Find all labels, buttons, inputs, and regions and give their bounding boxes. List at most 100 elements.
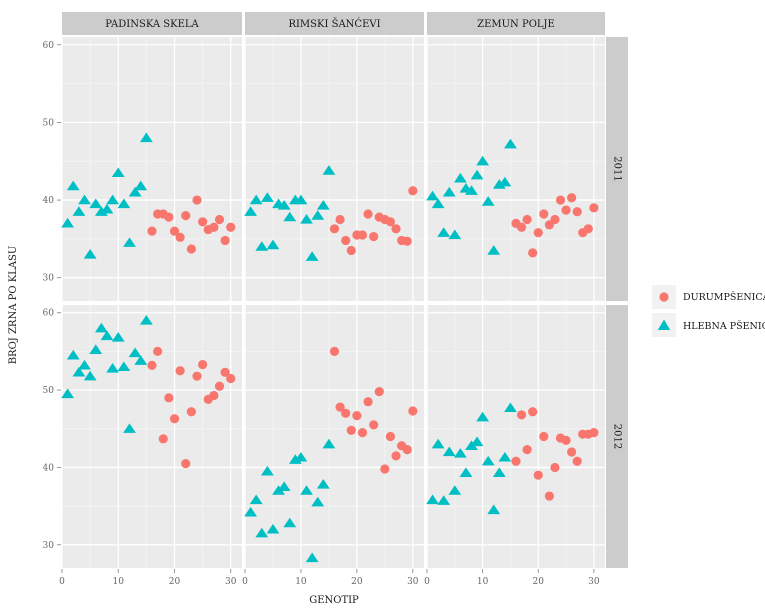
point-durum — [221, 236, 230, 245]
y-tick-label: 40 — [43, 196, 55, 206]
strip-label-padinska-skela: PADINSKA SKELA — [105, 19, 199, 30]
point-durum — [358, 428, 367, 437]
point-durum — [347, 246, 356, 255]
legend-label-hlebna: HLEBNA PŠENICA — [683, 320, 765, 332]
point-durum — [363, 397, 372, 406]
point-durum — [369, 420, 378, 429]
point-durum — [589, 203, 598, 212]
point-durum — [226, 223, 235, 232]
x-tick-label: 10 — [477, 577, 489, 587]
point-durum — [176, 233, 185, 242]
point-durum — [330, 224, 339, 233]
point-durum — [567, 193, 576, 202]
point-durum — [539, 432, 548, 441]
point-durum — [391, 224, 400, 233]
point-durum — [403, 237, 412, 246]
strip-label-zemun-polje: ZEMUN POLJE — [477, 19, 555, 30]
x-tick-label: 20 — [169, 577, 181, 587]
point-durum — [159, 434, 168, 443]
point-durum — [567, 447, 576, 456]
point-durum — [335, 215, 344, 224]
point-durum — [181, 211, 190, 220]
point-durum — [573, 457, 582, 466]
point-durum — [403, 445, 412, 454]
point-durum — [556, 195, 565, 204]
x-tick-label: 10 — [113, 577, 125, 587]
y-tick-label: 40 — [43, 463, 55, 473]
panel-background — [245, 37, 424, 301]
point-durum — [198, 217, 207, 226]
x-tick-label: 30 — [225, 577, 237, 587]
x-tick-label: 0 — [242, 577, 248, 587]
point-durum — [408, 406, 417, 415]
panel-padinska-skela-2011 — [61, 37, 242, 301]
point-durum — [192, 195, 201, 204]
point-durum — [341, 236, 350, 245]
legend-key-durum-icon — [659, 292, 668, 301]
point-durum — [209, 391, 218, 400]
y-tick-label: 60 — [43, 309, 55, 319]
strip-label-2011: 2011 — [612, 156, 623, 181]
point-durum — [589, 428, 598, 437]
point-durum — [539, 209, 548, 218]
panel-zemun-polje-2011 — [426, 37, 605, 301]
y-tick-label: 50 — [43, 118, 55, 128]
y-tick-label: 30 — [43, 541, 55, 551]
x-tick-label: 10 — [295, 577, 307, 587]
point-durum — [528, 248, 537, 257]
y-axis-title: BROJ ZRNA PO KLASU — [8, 246, 19, 365]
point-durum — [209, 223, 218, 232]
point-durum — [147, 227, 156, 236]
point-durum — [408, 186, 417, 195]
point-durum — [584, 224, 593, 233]
panels-layer — [61, 37, 605, 568]
panel-background — [427, 305, 605, 568]
point-durum — [386, 432, 395, 441]
x-tick-label: 0 — [424, 577, 430, 587]
point-durum — [226, 374, 235, 383]
point-durum — [561, 436, 570, 445]
point-durum — [176, 366, 185, 375]
x-tick-label: 30 — [588, 577, 600, 587]
y-tick-label: 50 — [43, 386, 55, 396]
point-durum — [545, 491, 554, 500]
point-durum — [573, 207, 582, 216]
point-durum — [347, 426, 356, 435]
point-durum — [517, 223, 526, 232]
x-axis-title: GENOTIP — [309, 595, 359, 606]
panel-zemun-polje-2012 — [426, 305, 605, 568]
point-durum — [534, 471, 543, 480]
point-durum — [517, 410, 526, 419]
point-durum — [534, 228, 543, 237]
point-durum — [523, 445, 532, 454]
legend-label-durum: DURUMPŠENICA — [683, 291, 765, 303]
strip-label-rimski-sancevi: RIMSKI ŠANĆEVI — [288, 18, 380, 30]
panel-background — [427, 37, 605, 301]
point-durum — [164, 213, 173, 222]
point-durum — [330, 347, 339, 356]
point-durum — [550, 215, 559, 224]
point-durum — [363, 209, 372, 218]
point-durum — [198, 360, 207, 369]
point-durum — [523, 215, 532, 224]
point-durum — [153, 347, 162, 356]
point-durum — [369, 232, 378, 241]
point-durum — [170, 414, 179, 423]
y-tick-label: 30 — [43, 274, 55, 284]
point-durum — [215, 215, 224, 224]
panel-rimski-sancevi-2011 — [244, 37, 424, 301]
x-tick-label: 20 — [351, 577, 363, 587]
point-durum — [352, 411, 361, 420]
point-durum — [341, 409, 350, 418]
panel-background — [62, 37, 242, 301]
point-durum — [561, 206, 570, 215]
point-durum — [391, 451, 400, 460]
point-durum — [187, 244, 196, 253]
point-durum — [215, 382, 224, 391]
panel-rimski-sancevi-2012 — [244, 305, 424, 568]
y-tick-label: 60 — [43, 41, 55, 51]
point-durum — [375, 387, 384, 396]
panel-padinska-skela-2012 — [61, 305, 242, 568]
point-durum — [164, 393, 173, 402]
point-durum — [181, 459, 190, 468]
